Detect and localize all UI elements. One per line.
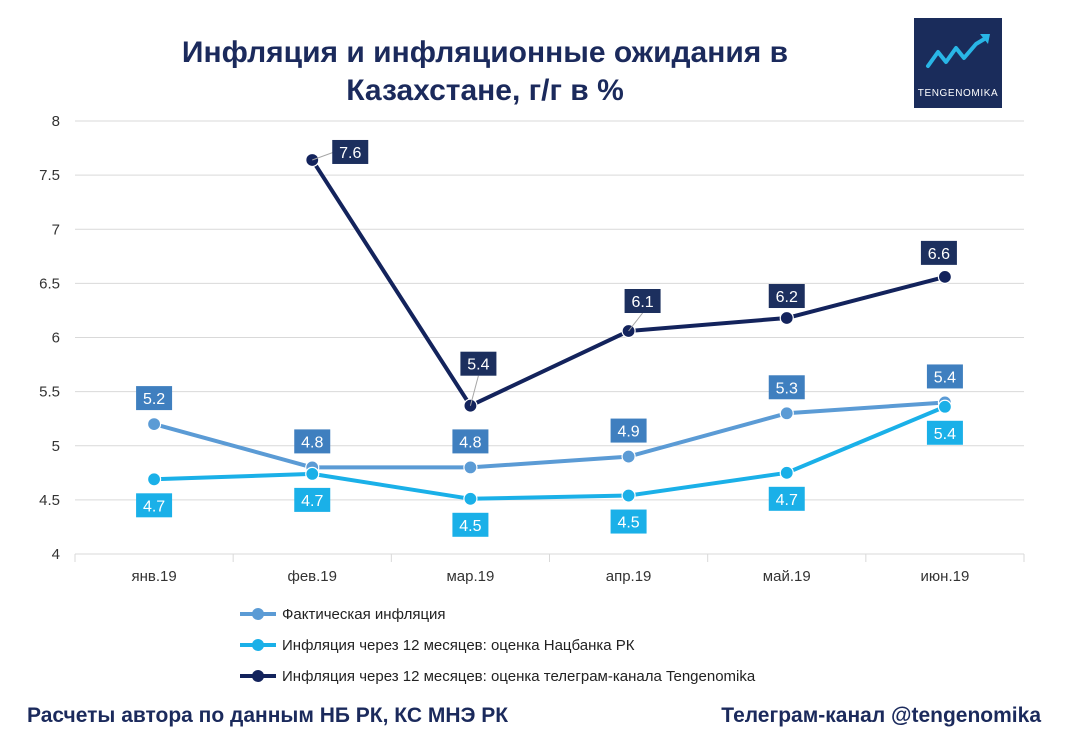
y-tick-label: 5 — [52, 438, 60, 455]
series-line — [310, 158, 946, 408]
data-label-box — [136, 493, 173, 518]
source-note: Расчеты автора по данным НБ РК, КС МНЭ Р… — [27, 704, 509, 727]
data-label: 4.7 — [776, 492, 798, 509]
leader-line — [469, 375, 479, 406]
y-tick-label: 7 — [52, 221, 60, 238]
data-label: 7.6 — [339, 145, 361, 162]
data-label: 6.1 — [631, 294, 653, 311]
data-label: 6.6 — [928, 246, 950, 263]
x-tick-label: июн.19 — [921, 568, 970, 585]
telegram-channel: Телеграм-канал @tengenomika — [721, 704, 1041, 727]
data-point — [146, 417, 162, 432]
data-label: 4.8 — [459, 434, 481, 451]
data-label: 5.4 — [934, 369, 956, 386]
data-point — [305, 466, 320, 481]
data-label-box — [926, 420, 963, 445]
series-3 — [305, 152, 953, 413]
x-axis-ticks: янв.19 фев.19 мар.19 апр.19 май.19 июн.19 — [131, 568, 969, 585]
y-tick-label: 7.5 — [39, 167, 60, 184]
data-point — [779, 465, 794, 480]
data-point — [937, 399, 953, 414]
data-point — [463, 460, 478, 475]
data-label-box — [452, 429, 489, 454]
data-label-box — [452, 512, 489, 537]
data-point — [779, 310, 794, 326]
data-label-box — [768, 375, 805, 400]
data-label-box — [294, 429, 331, 454]
data-label-box — [926, 364, 963, 389]
series-2 — [146, 399, 953, 506]
y-tick-label: 4 — [52, 546, 60, 563]
x-tick-label: фев.19 — [287, 568, 337, 585]
data-point — [621, 449, 636, 464]
y-tick-label: 8 — [52, 113, 60, 130]
data-label: 4.8 — [301, 434, 323, 451]
y-tick-label: 6.5 — [39, 275, 60, 292]
line-chart: 4 4.5 5 5.5 6 6.5 7 7.5 8 янв.19 фев.19 мар.19 апр.… — [39, 113, 1025, 685]
logo-text: TENGENOMIKA — [917, 88, 999, 99]
data-label-box — [920, 240, 957, 265]
y-tick-label: 4.5 — [39, 492, 60, 509]
x-tick-label: май.19 — [763, 568, 811, 585]
legend-swatch-marker — [252, 670, 264, 682]
data-label: 4.5 — [459, 518, 481, 535]
series-line — [154, 404, 946, 501]
data-point — [621, 488, 636, 503]
data-point — [779, 406, 794, 421]
leader-line — [312, 151, 335, 161]
tengenomika-logo: TENGENOMIKA — [914, 18, 1002, 108]
series-1 — [146, 395, 953, 475]
legend-label: Инфляция через 12 месяцев: оценка Нацбан… — [282, 637, 635, 654]
data-label-box — [136, 386, 173, 411]
data-label-box — [332, 139, 369, 164]
leader-line — [628, 312, 643, 332]
data-label-box — [768, 284, 805, 309]
data-point — [146, 472, 162, 487]
legend-item: Инфляция через 12 месяцев: оценка Нацбан… — [240, 637, 635, 654]
legend: Фактическая инфляция Инфляция через 12 ме… — [240, 606, 756, 685]
data-label: 6.2 — [776, 289, 798, 306]
series-line — [153, 400, 946, 470]
data-label-box — [768, 486, 805, 511]
data-label-box — [624, 289, 661, 314]
legend-swatch-marker — [252, 639, 264, 651]
data-labels: 5.2 4.8 4.8 4.9 5.3 5.4 4.7 4.7 4.5 4.5 4.7 5.4 7.6 5… — [136, 139, 963, 537]
trend-arrow-icon — [926, 34, 990, 68]
chart-title: Инфляция и инфляционные ожидания в Казах… — [181, 36, 789, 107]
data-label: 4.7 — [143, 498, 165, 515]
x-tick-label: мар.19 — [446, 568, 494, 585]
legend-swatch-marker — [252, 608, 264, 620]
legend-label: Фактическая инфляция — [282, 606, 446, 623]
legend-label: Инфляция через 12 месяцев: оценка телегр… — [282, 668, 756, 685]
data-label: 5.2 — [143, 391, 165, 408]
series — [146, 152, 953, 506]
data-label-box — [294, 487, 331, 512]
data-point — [463, 491, 478, 506]
data-label: 5.4 — [467, 357, 489, 374]
x-tick-label: апр.19 — [606, 568, 652, 585]
data-label: 4.5 — [617, 515, 639, 532]
y-axis-ticks: 4 4.5 5 5.5 6 6.5 7 7.5 8 — [39, 113, 60, 563]
y-tick-label: 5.5 — [39, 384, 60, 401]
data-label: 4.7 — [301, 493, 323, 510]
data-label-box — [610, 509, 647, 534]
x-tick-label: янв.19 — [131, 568, 176, 585]
data-label: 5.4 — [934, 426, 956, 443]
data-point — [937, 269, 953, 284]
data-label-box — [460, 351, 497, 376]
data-label: 5.3 — [776, 380, 798, 397]
legend-item: Фактическая инфляция — [240, 606, 446, 623]
data-label-box — [610, 418, 647, 443]
y-tick-label: 6 — [52, 330, 60, 347]
legend-item: Инфляция через 12 месяцев: оценка телегр… — [240, 668, 756, 685]
data-label: 4.9 — [617, 424, 639, 441]
